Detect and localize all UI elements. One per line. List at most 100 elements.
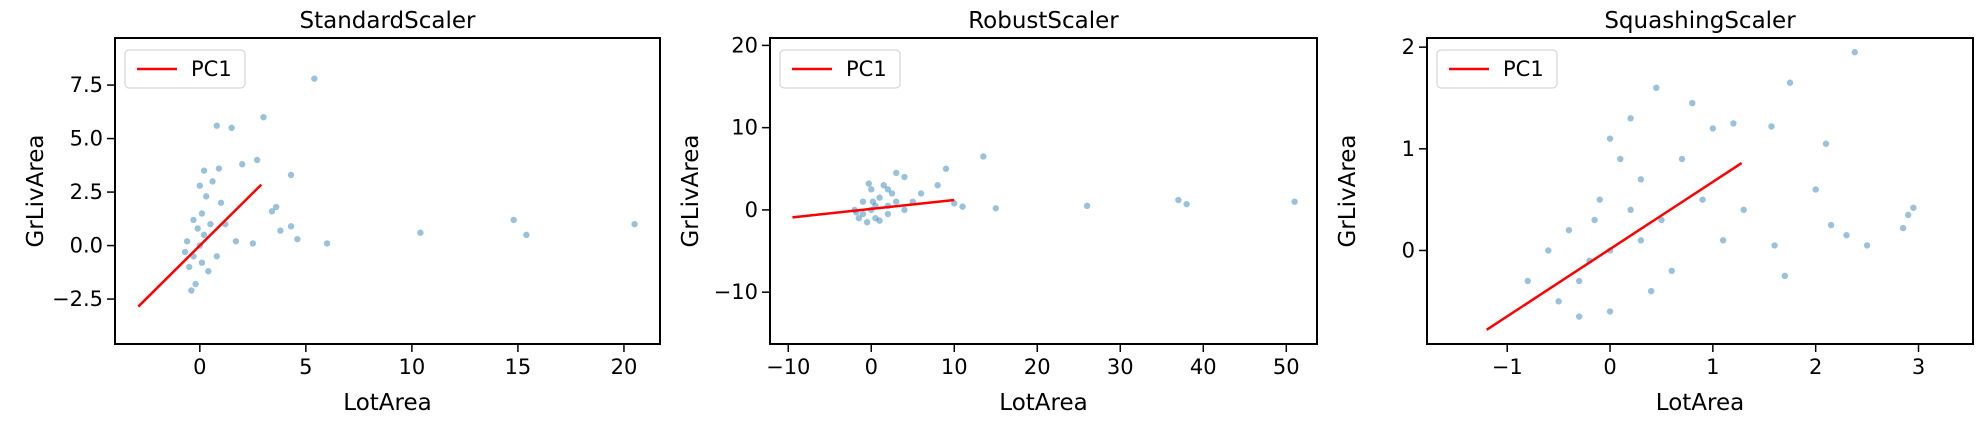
point <box>1768 123 1775 130</box>
point <box>198 210 206 217</box>
point <box>1786 79 1794 86</box>
subplot: −1 0 1 2 3 0 1 2 PC1 SquashingScaler LotArea GrLivA… <box>1335 8 1974 416</box>
subplot: 0 5 10 15 20 −2.5 0.0 2.5 5.0 7.5 PC1 StandardScale… <box>23 8 661 416</box>
point <box>1719 237 1727 244</box>
subplot-title: StandardScaler <box>300 8 477 34</box>
point <box>260 113 267 121</box>
point <box>863 219 871 226</box>
point <box>200 167 208 174</box>
point <box>901 173 908 181</box>
point <box>869 198 877 205</box>
subplot: −10 0 10 20 30 40 50 −10 0 10 20 PC1 RobustScaler Lot… <box>678 8 1318 416</box>
point <box>1627 115 1634 122</box>
point <box>1781 272 1789 280</box>
y-tick-label: 7.5 <box>70 73 103 97</box>
point <box>876 217 883 224</box>
point <box>207 220 214 228</box>
point <box>1575 313 1583 320</box>
axes-frame <box>769 37 1318 345</box>
point <box>1575 277 1583 285</box>
point <box>200 231 208 239</box>
y-tick-label: −2.5 <box>52 287 103 311</box>
y-tick-label: 0 <box>745 198 758 222</box>
point <box>1606 135 1614 142</box>
point <box>868 186 875 193</box>
pc-line <box>1485 161 1743 331</box>
point <box>1596 196 1603 203</box>
y-tick-label: 0.0 <box>70 234 103 258</box>
point <box>1709 125 1717 132</box>
y-tick-label: 20 <box>731 33 758 57</box>
point <box>1827 221 1835 229</box>
x-tick-label: 0 <box>865 355 878 379</box>
point <box>213 122 220 129</box>
point <box>183 238 191 245</box>
point <box>1617 155 1624 163</box>
y-tick-label: 2.5 <box>70 180 103 204</box>
point <box>876 194 883 201</box>
point <box>287 171 295 179</box>
point <box>239 161 246 168</box>
point <box>202 193 210 200</box>
point <box>892 198 900 205</box>
pc-line <box>792 198 955 219</box>
axes-frame <box>1426 37 1974 345</box>
y-tick-label: 10 <box>731 116 758 140</box>
point <box>1524 277 1531 285</box>
point <box>249 240 257 247</box>
point <box>1812 186 1819 193</box>
point <box>884 186 892 193</box>
point <box>1905 211 1912 219</box>
point <box>1083 202 1091 210</box>
point <box>980 153 987 160</box>
point <box>859 198 867 205</box>
point <box>1183 200 1190 208</box>
axes-frame <box>114 37 661 345</box>
point <box>1668 267 1675 275</box>
y-tick-label: 5.0 <box>70 127 103 151</box>
point <box>217 199 225 206</box>
point <box>859 210 867 218</box>
point <box>215 165 223 172</box>
x-tick-label: 0 <box>193 355 206 379</box>
point <box>1565 226 1573 234</box>
y-tick-label: 0 <box>1402 238 1415 262</box>
legend-box <box>1436 49 1558 89</box>
point <box>1653 84 1660 92</box>
x-tick-label: 0 <box>1603 355 1616 379</box>
point <box>1771 242 1778 249</box>
point <box>294 235 301 243</box>
point <box>992 205 999 212</box>
legend-label: PC1 <box>1503 57 1544 81</box>
legend-label: PC1 <box>191 57 232 81</box>
point <box>323 240 331 247</box>
point <box>1637 237 1645 244</box>
point <box>880 182 887 189</box>
point <box>888 190 896 197</box>
point <box>287 223 295 230</box>
point <box>1175 196 1182 204</box>
point <box>311 75 318 82</box>
point <box>959 203 966 210</box>
point <box>253 156 261 164</box>
point <box>232 238 240 245</box>
point <box>277 227 284 234</box>
x-tick-label: −10 <box>766 355 810 379</box>
point <box>510 216 517 224</box>
x-tick-label: 15 <box>505 355 532 379</box>
point <box>190 216 197 224</box>
point <box>1606 308 1614 315</box>
point <box>884 210 892 218</box>
legend-box <box>124 49 246 89</box>
point <box>892 169 900 177</box>
point <box>209 178 216 185</box>
point <box>1699 196 1706 203</box>
point <box>1678 155 1686 163</box>
point <box>1689 99 1696 107</box>
point <box>1843 232 1850 239</box>
point <box>1591 216 1598 224</box>
x-axis-label: LotArea <box>999 390 1087 416</box>
point <box>196 182 204 189</box>
x-tick-label: 5 <box>299 355 312 379</box>
y-axis-label: GrLivArea <box>1335 134 1361 247</box>
